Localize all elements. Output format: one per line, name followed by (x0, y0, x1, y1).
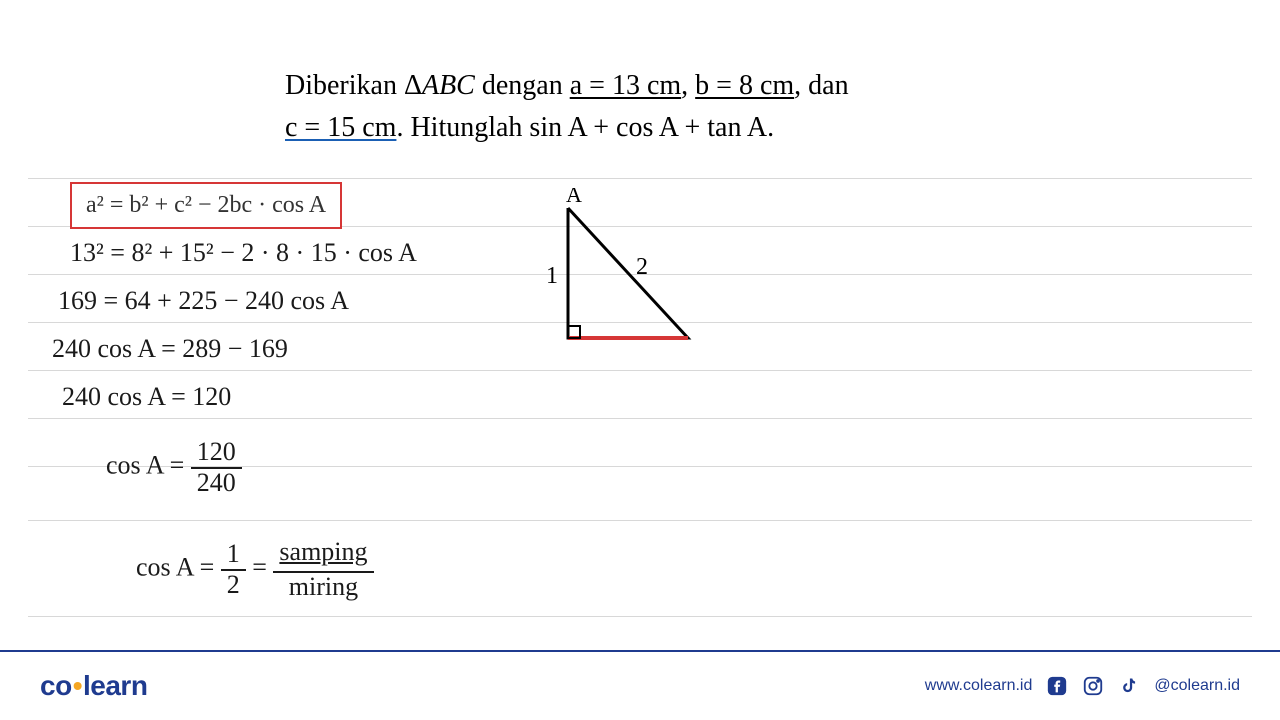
b-equals: b = 8 cm (695, 70, 794, 101)
c-equals: c = 15 cm (285, 112, 396, 143)
footer-handle: @colearn.id (1154, 677, 1240, 695)
numerator: 120 (191, 438, 242, 469)
cosine-rule-box: a² = b² + c² − 2bc · cos A (70, 182, 342, 229)
ruled-line (28, 418, 1252, 419)
ruled-line (28, 178, 1252, 179)
instagram-icon (1082, 675, 1104, 697)
fraction-120-240: 120 240 (191, 438, 242, 497)
facebook-icon (1046, 675, 1068, 697)
numerator: 1 (221, 540, 246, 571)
dan-text: , dan (794, 70, 848, 101)
ruled-line (28, 520, 1252, 521)
numerator: samping (273, 538, 373, 573)
ruled-line (28, 616, 1252, 617)
problem-rest: . Hitunglah sin A + cos A + tan A. (396, 112, 774, 143)
denominator: miring (283, 573, 364, 602)
work-line-4: 240 cos A = 120 (62, 382, 231, 412)
problem-statement: Diberikan ΔABC dengan a = 13 cm, b = 8 c… (285, 65, 985, 149)
l6-eq: = (246, 553, 274, 582)
tiktok-icon (1118, 675, 1140, 697)
a-equals: a = 13 cm (570, 70, 681, 101)
work-line-1: 13² = 8² + 15² − 2 · 8 · 15 · cos A (70, 238, 417, 268)
denominator: 240 (191, 469, 242, 498)
work-line-6: cos A = 1 2 = samping miring (136, 538, 374, 601)
logo-learn: learn (83, 670, 147, 701)
problem-text-2: dengan (475, 70, 570, 101)
logo-co: co (40, 670, 72, 701)
problem-text-1: Diberikan Δ (285, 70, 422, 101)
vertex-a-label: A (566, 188, 582, 207)
l6-lhs: cos A = (136, 553, 221, 582)
l5-lhs: cos A = (106, 451, 191, 480)
fraction-samping-miring: samping miring (273, 538, 373, 601)
denominator: 2 (221, 571, 246, 600)
work-line-2: 169 = 64 + 225 − 240 cos A (58, 286, 349, 316)
triangle-outline (568, 208, 688, 338)
work-line-5: cos A = 120 240 (106, 438, 242, 497)
work-line-3: 240 cos A = 289 − 169 (52, 334, 288, 364)
ruled-line (28, 370, 1252, 371)
colearn-logo: co•learn (40, 670, 147, 702)
fraction-1-2: 1 2 (221, 540, 246, 599)
cosine-rule-formula: a² = b² + c² − 2bc · cos A (86, 192, 326, 218)
side-adjacent-label: 1 (546, 263, 558, 289)
side-hypotenuse-label: 2 (636, 254, 648, 280)
footer-bar: co•learn www.colearn.id @colearn.id (0, 650, 1280, 720)
footer-url: www.colearn.id (925, 677, 1033, 695)
triangle-diagram: A 1 2 (528, 188, 728, 358)
abc-italic: ABC (422, 70, 475, 101)
logo-dot-icon: • (73, 670, 82, 701)
footer-right: www.colearn.id @colearn.id (925, 675, 1240, 697)
comma-1: , (681, 70, 695, 101)
